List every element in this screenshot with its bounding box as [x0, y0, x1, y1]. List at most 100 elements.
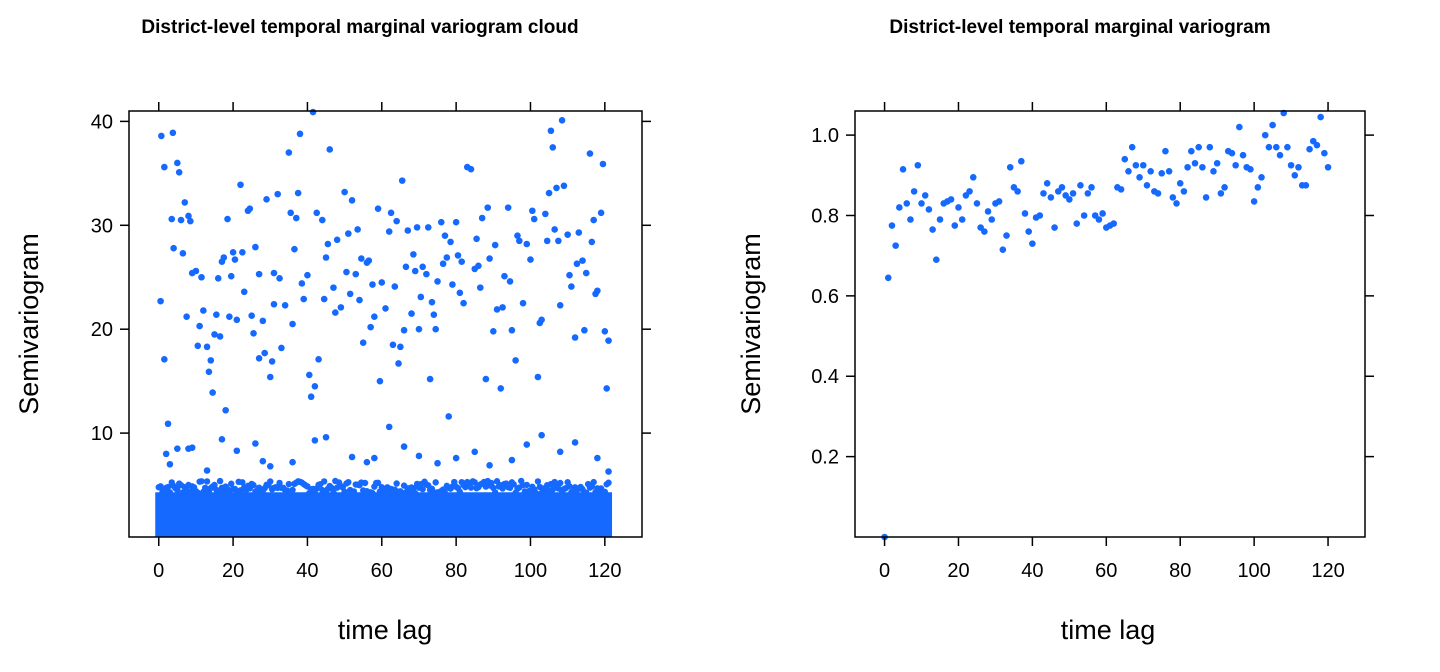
- data-point: [566, 271, 573, 279]
- data-point: [158, 132, 165, 140]
- data-point: [914, 161, 922, 169]
- dense-band-point: [374, 479, 382, 487]
- data-point: [534, 373, 542, 381]
- data-point: [174, 445, 181, 452]
- y-tick-label: 0.2: [811, 447, 839, 469]
- data-point: [1321, 149, 1328, 157]
- data-point: [1191, 159, 1199, 167]
- data-point: [1069, 190, 1077, 197]
- data-point: [371, 454, 378, 462]
- data-point: [475, 262, 482, 270]
- dense-band-point: [330, 489, 337, 496]
- data-point: [1317, 113, 1324, 121]
- dense-band-point: [174, 486, 181, 494]
- data-point: [391, 283, 399, 290]
- data-point: [367, 323, 374, 331]
- data-point: [497, 385, 505, 392]
- data-point: [209, 389, 216, 396]
- data-point: [292, 214, 300, 222]
- data-point: [376, 377, 384, 385]
- data-point: [568, 283, 575, 290]
- data-point: [555, 237, 562, 245]
- data-point: [512, 357, 519, 364]
- data-point: [164, 420, 172, 428]
- data-point: [1043, 180, 1051, 187]
- y-tick-label: 20: [91, 319, 113, 341]
- data-point: [482, 375, 490, 383]
- data-point: [447, 238, 454, 246]
- data-point: [491, 241, 499, 249]
- data-point: [1158, 169, 1166, 177]
- y-axis: 10 20 30 40: [91, 111, 651, 445]
- dense-band-point: [471, 479, 478, 486]
- data-point: [333, 236, 341, 244]
- data-point: [177, 216, 185, 224]
- y-axis-label: Semivariogram: [14, 233, 44, 415]
- dense-band-point: [534, 478, 542, 485]
- data-point: [594, 287, 601, 295]
- data-point: [397, 343, 404, 351]
- data-point: [419, 263, 426, 271]
- data-point: [1040, 190, 1047, 197]
- data-point: [1324, 163, 1332, 171]
- data-point: [387, 209, 395, 217]
- data-point: [1291, 172, 1299, 179]
- data-point: [341, 188, 348, 196]
- data-point: [213, 311, 220, 318]
- data-point: [441, 232, 449, 239]
- data-point: [1147, 167, 1154, 175]
- data-point: [601, 327, 609, 335]
- data-point: [398, 177, 406, 184]
- data-point: [599, 160, 607, 168]
- data-point: [449, 281, 456, 288]
- dense-band-point: [432, 479, 439, 486]
- dense-band-point: [369, 489, 376, 497]
- data-point: [266, 463, 274, 470]
- data-point: [428, 298, 436, 306]
- data-point: [508, 326, 516, 334]
- data-point: [315, 356, 322, 363]
- data-point: [556, 448, 564, 456]
- data-point: [192, 267, 200, 275]
- data-point: [320, 295, 328, 303]
- data-point: [211, 331, 218, 338]
- data-point: [222, 406, 229, 414]
- data-point: [478, 214, 486, 222]
- data-point: [348, 197, 356, 204]
- data-point: [1295, 163, 1302, 171]
- data-point: [1095, 216, 1103, 223]
- data-point: [899, 165, 907, 173]
- data-point: [255, 270, 263, 278]
- data-point: [322, 254, 330, 261]
- data-point: [1276, 151, 1284, 159]
- plot-frame: [128, 110, 643, 538]
- dense-point-band: [155, 477, 613, 537]
- dense-band-point: [203, 478, 211, 485]
- data-point: [1139, 161, 1147, 169]
- data-point: [1213, 159, 1221, 167]
- data-point: [519, 299, 527, 307]
- x-tick-label: 80: [445, 560, 467, 582]
- dense-band-point: [412, 490, 419, 497]
- data-point: [434, 278, 441, 285]
- dense-band-point: [510, 481, 517, 488]
- data-point: [538, 431, 545, 439]
- plot-frame: [854, 110, 1366, 538]
- data-point: [460, 299, 467, 307]
- data-point: [359, 339, 367, 347]
- data-point: [892, 242, 899, 249]
- data-point: [903, 200, 911, 207]
- data-point: [1221, 184, 1228, 191]
- data-point: [203, 467, 211, 474]
- data-point: [261, 349, 268, 357]
- data-point: [571, 439, 579, 446]
- data-point: [1176, 180, 1184, 187]
- data-point: [157, 297, 164, 305]
- dense-band-point: [601, 488, 609, 495]
- x-axis: 0 20 40 60 80 100 120: [153, 102, 622, 582]
- dense-band-point: [345, 478, 352, 486]
- data-point: [1199, 163, 1206, 171]
- data-point: [529, 207, 536, 215]
- data-point: [352, 270, 360, 278]
